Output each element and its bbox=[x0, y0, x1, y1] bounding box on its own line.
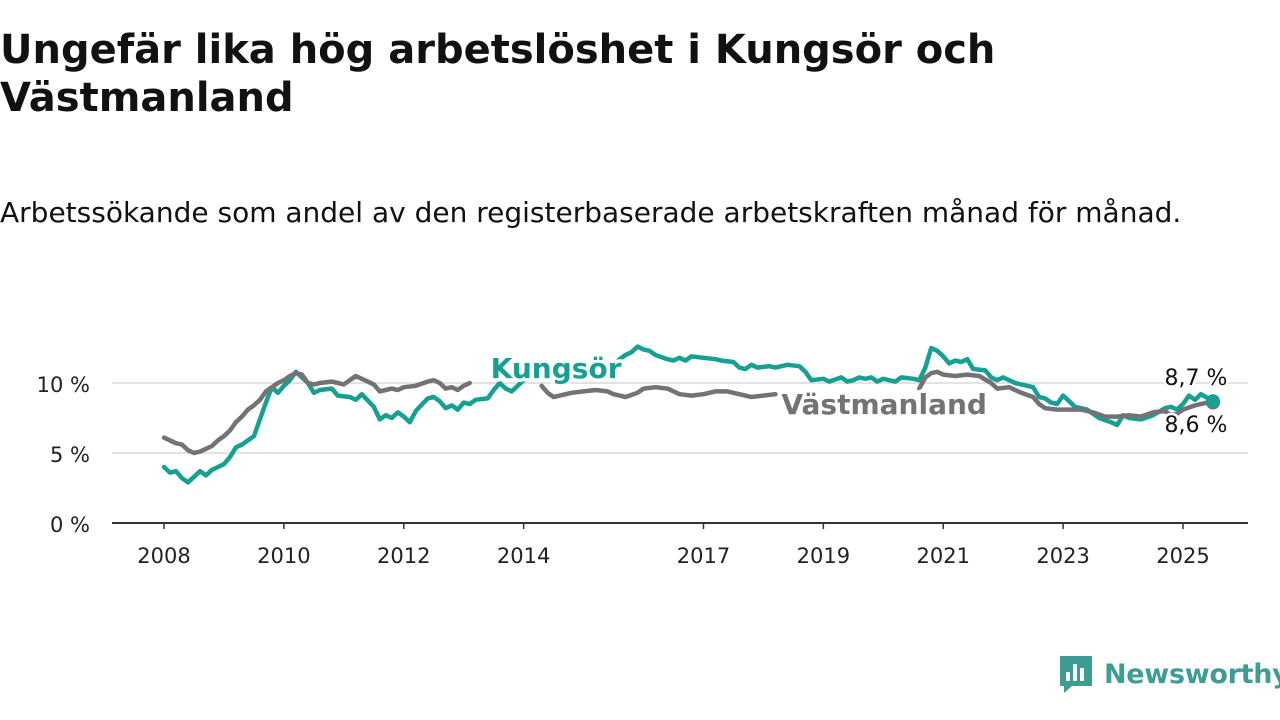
y-tick-label: 10 % bbox=[37, 373, 90, 397]
end-value-label-vastmanland: 8,6 % bbox=[1165, 413, 1228, 438]
x-tick-label: 2014 bbox=[497, 544, 550, 568]
newsworthy-logo-icon bbox=[1060, 656, 1092, 693]
x-tick-label: 2021 bbox=[917, 544, 970, 568]
series-label-kungsor-halo: Kungsör bbox=[491, 352, 622, 385]
end-marker-kungsor bbox=[1205, 394, 1220, 409]
chart-subtitle: Arbetssökande som andel av den registerb… bbox=[0, 196, 1182, 229]
x-tick-label: 2010 bbox=[257, 544, 310, 568]
x-tick-label: 2012 bbox=[377, 544, 430, 568]
x-tick-label: 2019 bbox=[797, 544, 850, 568]
x-tick-label: 2008 bbox=[137, 544, 190, 568]
x-tick-label: 2017 bbox=[677, 544, 730, 568]
brand[interactable]: Newsworthy bbox=[1058, 654, 1280, 694]
y-tick-label: 5 % bbox=[50, 443, 90, 467]
x-tick-label: 2025 bbox=[1156, 544, 1209, 568]
x-tick-label: 2023 bbox=[1036, 544, 1089, 568]
chart-title: Ungefär lika hög arbetslöshet i Kungsör … bbox=[0, 27, 996, 121]
series-label-vastmanland: Västmanland bbox=[781, 388, 987, 421]
end-value-label-vastmanland-halo: 8,6 % bbox=[1165, 413, 1228, 438]
series-line-kungsör bbox=[161, 344, 1216, 485]
y-tick-label: 0 % bbox=[50, 513, 90, 537]
brand-name: Newsworthy bbox=[1104, 658, 1280, 690]
end-value-label-kungsor-halo: 8,7 % bbox=[1165, 366, 1228, 391]
series-line-västmanland bbox=[161, 370, 472, 456]
series-label-vastmanland-halo: Västmanland bbox=[781, 388, 987, 421]
series-line-västmanland bbox=[539, 383, 778, 400]
series-label-kungsor: Kungsör bbox=[491, 352, 622, 385]
end-value-label-kungsor: 8,7 % bbox=[1165, 366, 1228, 391]
series-line-västmanland bbox=[917, 369, 1216, 419]
